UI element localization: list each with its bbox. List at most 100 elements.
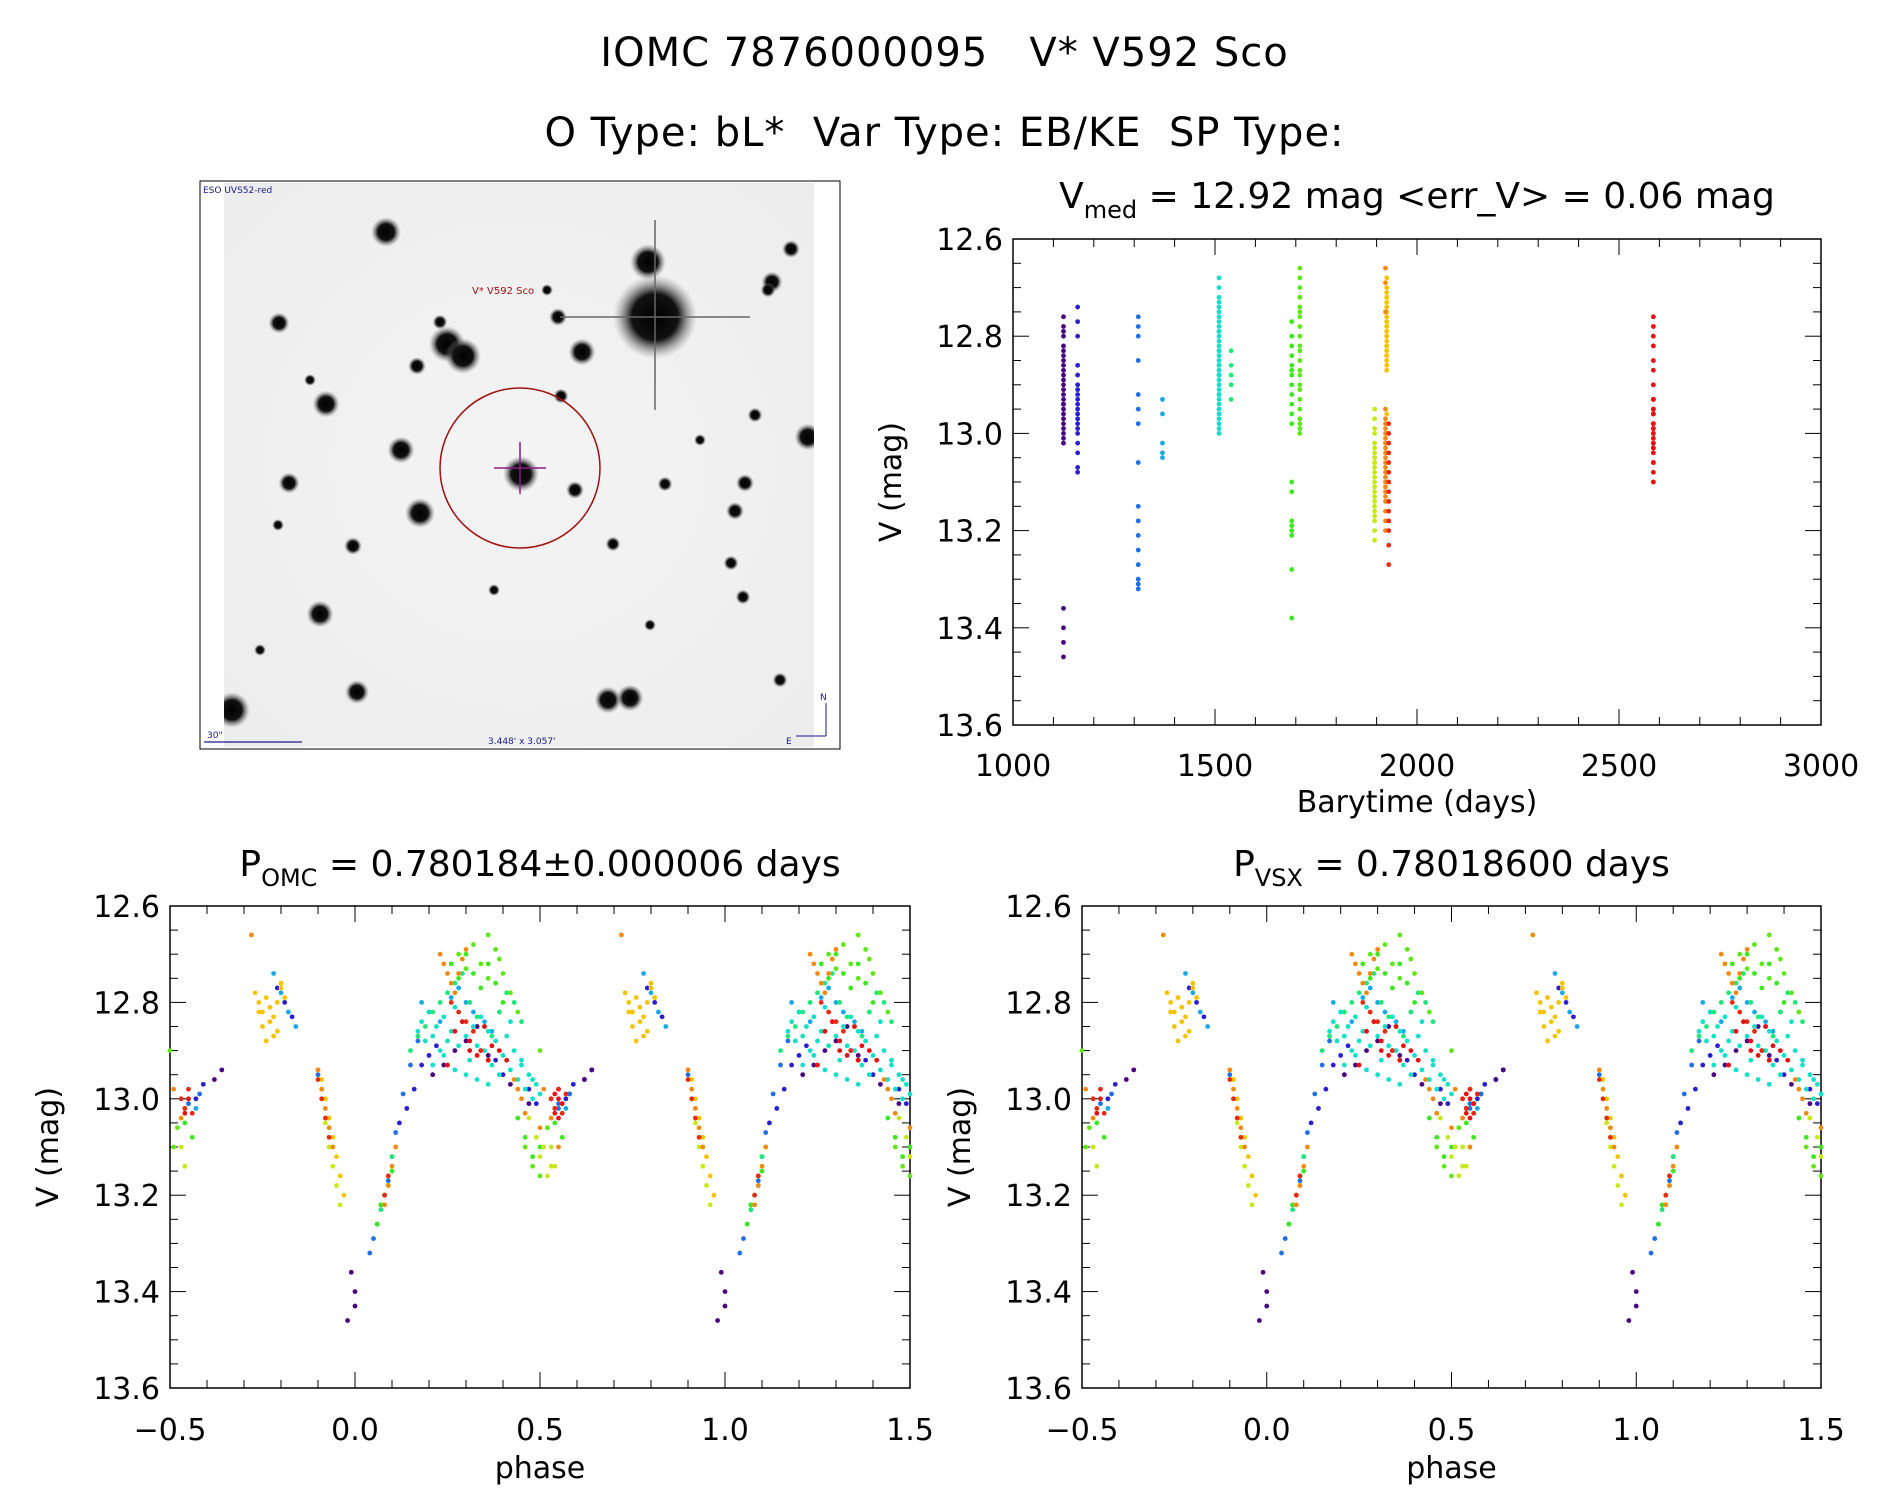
data-point [1650,435,1656,441]
data-point-repeat [1596,1077,1602,1082]
data-point-repeat [789,1019,794,1025]
data-point [1341,1009,1347,1015]
data-point-repeat [537,1048,543,1053]
series-purple [212,1024,902,1323]
data-point [1367,975,1373,981]
data-point-repeat [1796,1115,1802,1121]
data-point [1330,1019,1336,1025]
data-point [1135,358,1141,363]
data-point-repeat [1766,1028,1772,1034]
data-point [530,1154,535,1160]
data-point-repeat [1463,1120,1469,1126]
chart-title-subscript: OMC [261,864,317,892]
data-point-repeat [896,1086,902,1092]
data-point-repeat [1456,1125,1462,1131]
data-point [485,1081,491,1087]
data-point [485,961,491,967]
data-point [1297,343,1303,349]
data-point [1474,1091,1480,1097]
data-point-repeat [829,971,835,976]
data-point-repeat [633,995,639,1000]
data-point-repeat [1667,1183,1672,1188]
field-star [405,498,435,528]
data-point [437,1048,443,1053]
data-point [1075,333,1081,339]
data-point [1650,411,1656,417]
data-point [1216,396,1222,402]
data-point [582,1077,587,1082]
field-star [553,388,569,404]
data-point-repeat [1704,1024,1709,1029]
data-point [1061,435,1066,441]
data-point [1445,1134,1451,1140]
data-point [1372,431,1377,436]
data-point [459,1019,465,1025]
data-point [1372,528,1377,533]
data-point [408,1062,413,1068]
field-star [736,474,754,492]
data-point-repeat [829,956,835,962]
data-point-repeat [1800,1019,1805,1025]
data-point [1290,1202,1296,1208]
data-point [1175,995,1181,1000]
data-point [496,1009,502,1015]
data-point-repeat [896,1115,902,1121]
data-point-repeat [863,1057,868,1063]
data-point [1201,1014,1207,1020]
data-point [1135,586,1141,592]
field-star [594,686,622,714]
data-point-repeat [1789,990,1794,996]
data-point-repeat [863,946,868,952]
series-aqua [1327,1004,1824,1102]
data-point [1650,479,1656,485]
data-point [1415,1057,1421,1063]
data-point [389,1163,395,1169]
data-point-repeat [778,1048,783,1053]
data-point-repeat [1537,1009,1543,1015]
data-point [1090,1144,1096,1150]
field-star [488,584,500,596]
data-point [1061,367,1066,373]
data-point [1383,265,1388,271]
field-star [503,456,539,492]
data-point [1384,290,1390,295]
x-tick-label: 1500 [1177,749,1253,784]
data-point [1160,396,1165,402]
data-point [1650,440,1656,446]
data-point-repeat [807,951,813,957]
data-point [1164,990,1170,996]
data-point-repeat [822,980,828,986]
data-point-repeat [559,1134,565,1140]
data-point-repeat [1541,1024,1547,1029]
data-point [415,1038,421,1044]
field-star [387,436,415,464]
data-point-repeat [1818,1125,1824,1131]
data-point-repeat [826,1043,831,1049]
data-point [1205,1024,1211,1029]
data-point-repeat [1722,1062,1728,1068]
data-point [1375,1038,1380,1044]
data-point-repeat [1652,1236,1658,1241]
data-point-repeat [1604,1120,1610,1126]
data-point [334,1183,339,1188]
chart-title-line-1: IOMC 7876000095 V* V592 Sco [600,30,1289,76]
series-gold [1164,980,1628,1198]
data-point-repeat [841,942,846,947]
data-point [400,1091,406,1097]
data-point-repeat [1556,1028,1562,1034]
data-point [330,1144,336,1150]
data-point-repeat [1604,1096,1610,1102]
data-point-repeat [1656,1221,1661,1227]
data-point [1360,980,1366,986]
finder-chart: ESO UVS52-red V* V592 Sco 30" 3.448' x 3… [199,180,841,750]
data-point-repeat [785,1028,791,1034]
data-point [1397,1053,1403,1058]
data-point-repeat [892,1144,898,1150]
data-point [1086,1125,1092,1131]
data-point [1094,1163,1100,1169]
data-point-repeat [1803,1144,1809,1150]
data-point-repeat [1715,1024,1720,1029]
data-point [393,1144,399,1150]
series-epoch-5 [1216,275,1222,436]
